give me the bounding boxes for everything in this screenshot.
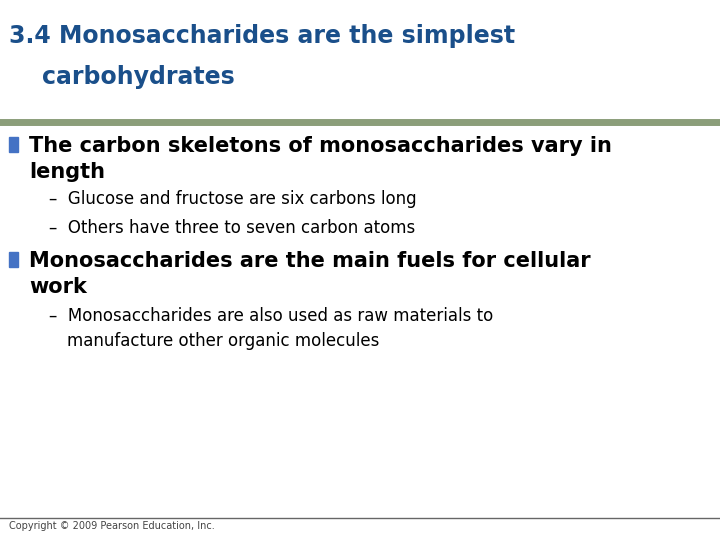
Text: –  Others have three to seven carbon atoms: – Others have three to seven carbon atom… — [49, 219, 415, 237]
Text: Copyright © 2009 Pearson Education, Inc.: Copyright © 2009 Pearson Education, Inc. — [9, 521, 215, 531]
Text: manufacture other organic molecules: manufacture other organic molecules — [67, 332, 379, 349]
Text: –  Glucose and fructose are six carbons long: – Glucose and fructose are six carbons l… — [49, 190, 417, 208]
Text: work: work — [29, 277, 86, 297]
Text: The carbon skeletons of monosaccharides vary in: The carbon skeletons of monosaccharides … — [29, 136, 612, 156]
Text: Monosaccharides are the main fuels for cellular: Monosaccharides are the main fuels for c… — [29, 251, 590, 271]
Text: –  Monosaccharides are also used as raw materials to: – Monosaccharides are also used as raw m… — [49, 307, 493, 325]
Text: length: length — [29, 162, 105, 182]
Text: 3.4 Monosaccharides are the simplest: 3.4 Monosaccharides are the simplest — [9, 24, 515, 48]
Text: carbohydrates: carbohydrates — [9, 65, 235, 89]
